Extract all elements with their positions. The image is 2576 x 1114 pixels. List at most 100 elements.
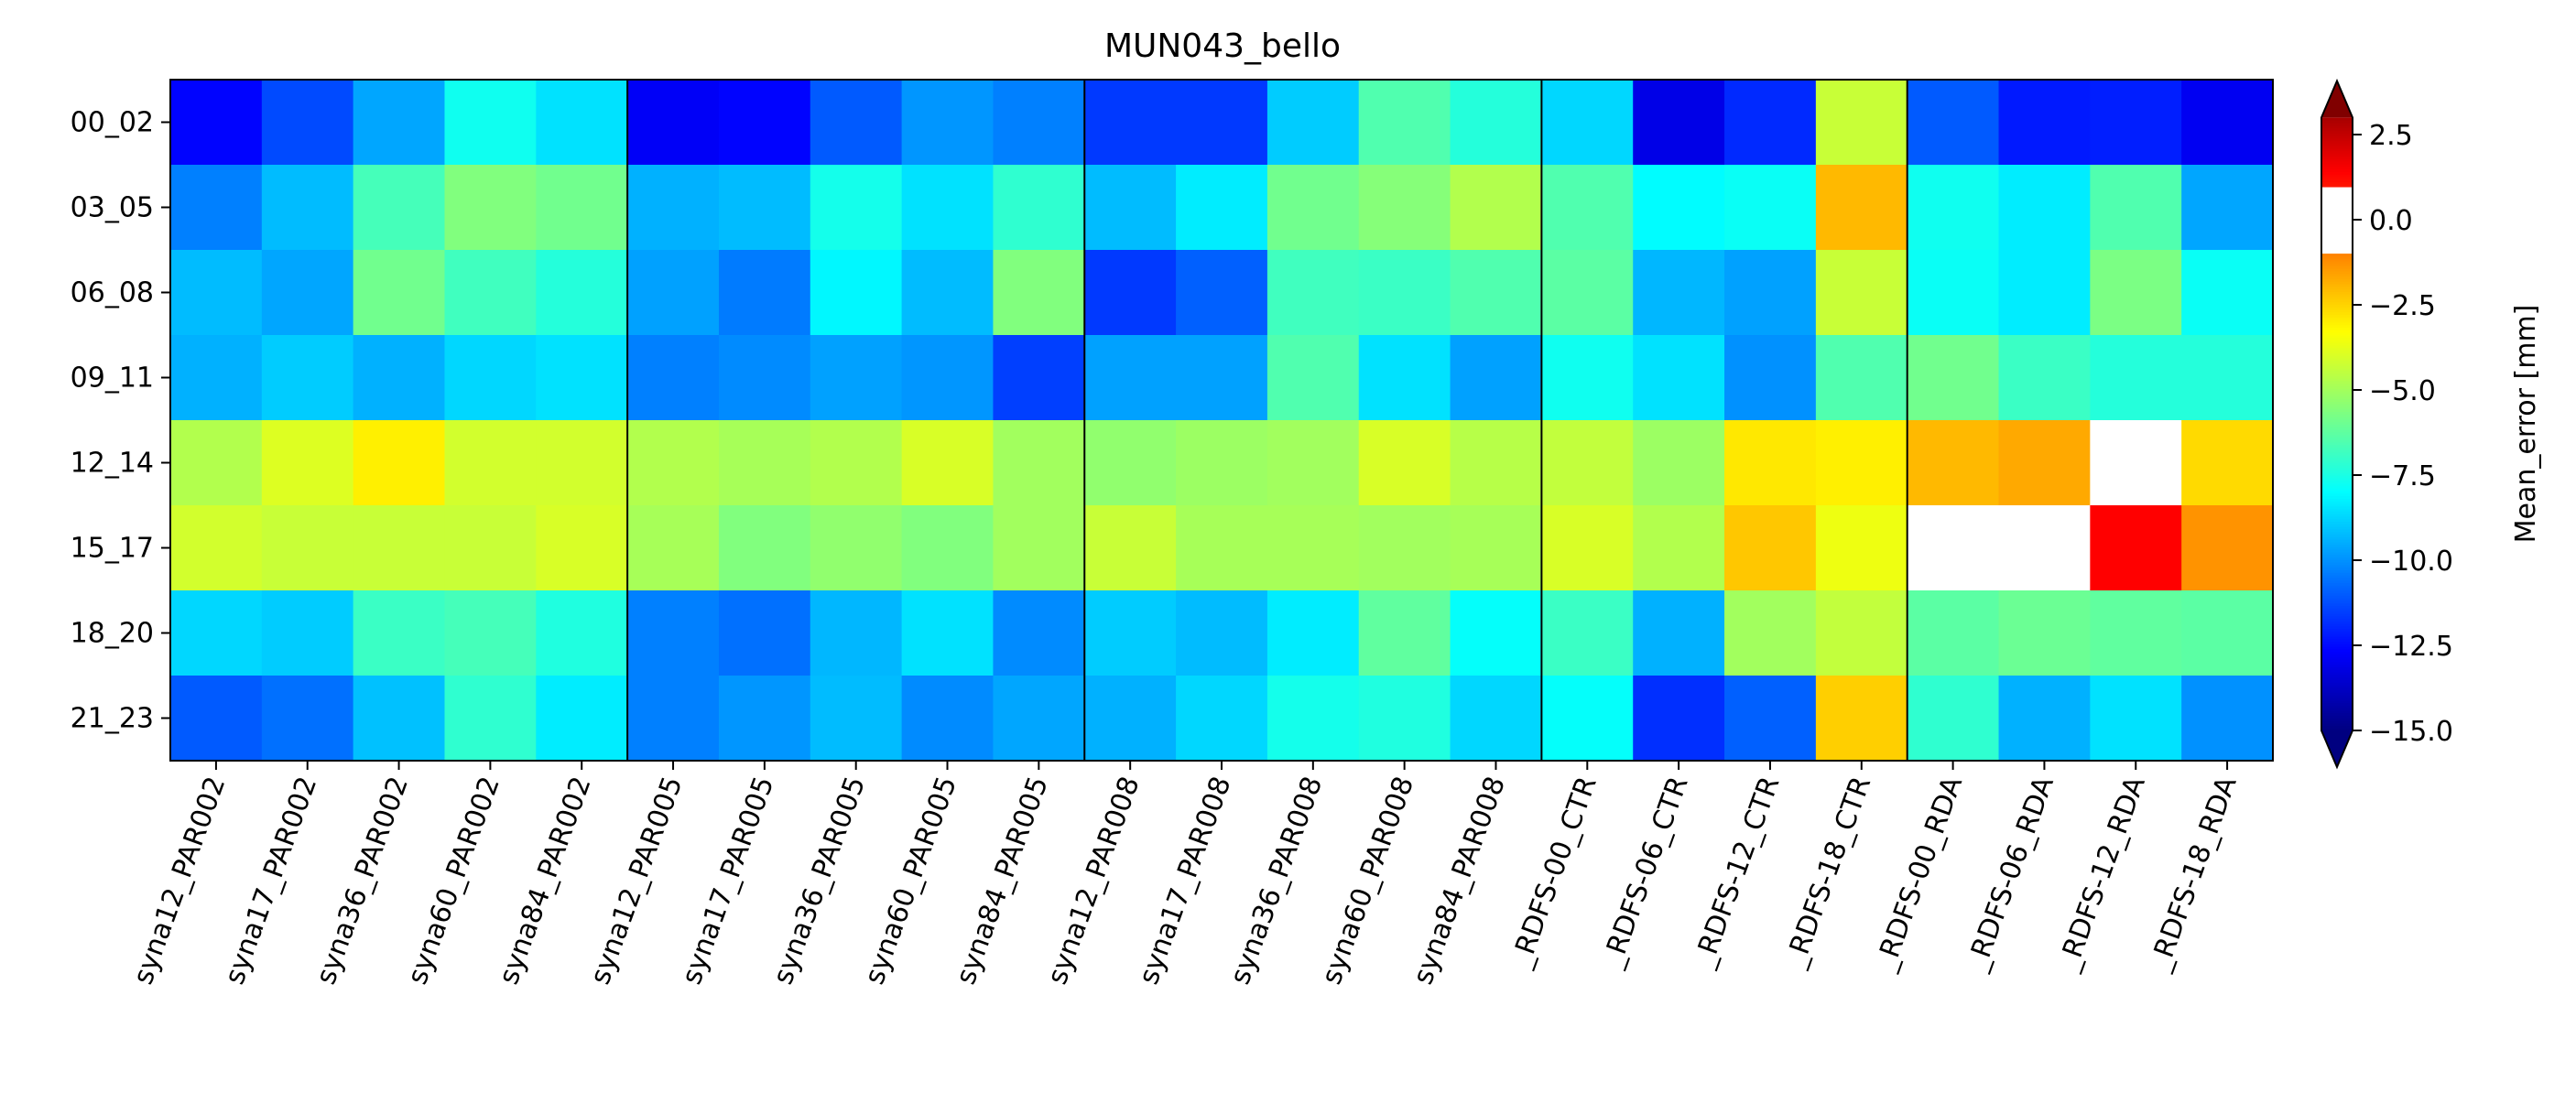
colorbar-segment	[2321, 327, 2353, 330]
heatmap-cell	[353, 250, 446, 336]
colorbar-segment	[2321, 411, 2353, 415]
colorbar-segment	[2321, 298, 2353, 303]
colorbar-segment	[2321, 385, 2353, 389]
colorbar-tick-label: 2.5	[2369, 120, 2413, 152]
x-tick-label: syna60_PAR002	[401, 773, 506, 989]
colorbar-segment	[2321, 505, 2353, 510]
heatmap-cell	[1998, 80, 2091, 166]
heatmap-cell	[1724, 420, 1817, 506]
colorbar-segment	[2321, 260, 2353, 265]
heatmap-cell	[1541, 676, 1634, 762]
heatmap-cell	[170, 505, 263, 591]
colorbar-segment	[2321, 654, 2353, 657]
colorbar-segment	[2321, 431, 2353, 436]
heatmap-cell	[170, 420, 263, 506]
colorbar-segment	[2321, 441, 2353, 446]
heatmap-cell	[353, 420, 446, 506]
colorbar-segment	[2321, 140, 2353, 145]
colorbar-segment	[2321, 513, 2353, 517]
colorbar-segment	[2321, 311, 2353, 316]
colorbar-segment	[2321, 354, 2353, 359]
colorbar-tick-label: −10.0	[2369, 546, 2453, 578]
colorbar-segment	[2321, 595, 2353, 599]
colorbar-segment	[2321, 715, 2353, 719]
heatmap-cell	[993, 165, 1085, 251]
heatmap-cell	[627, 335, 720, 421]
colorbar-segment	[2321, 255, 2353, 259]
x-tick-label: syna84_PAR008	[1407, 773, 1512, 989]
heatmap-cell	[901, 165, 995, 251]
colorbar-segment	[2321, 534, 2353, 537]
colorbar-segment	[2321, 528, 2353, 533]
colorbar-segment	[2321, 194, 2353, 198]
heatmap-cell	[1450, 505, 1542, 591]
colorbar-segment	[2321, 718, 2353, 721]
colorbar-segment	[2321, 648, 2353, 653]
colorbar-segment	[2321, 234, 2353, 239]
colorbar-segment	[2321, 538, 2353, 543]
colorbar-segment	[2321, 196, 2353, 200]
heatmap-cell	[1998, 505, 2091, 591]
heatmap-cell	[2090, 250, 2182, 336]
y-tick-label: 03_05	[71, 192, 154, 224]
heatmap-cell	[1266, 335, 1360, 421]
colorbar-segment	[2321, 176, 2353, 180]
colorbar-label: Mean_error [mm]	[2510, 305, 2542, 544]
heatmap-cell	[901, 420, 995, 506]
colorbar-tick-label: −12.5	[2369, 631, 2453, 663]
heatmap-cell	[353, 676, 446, 762]
heatmap-cell	[1084, 80, 1177, 166]
heatmap-cell	[718, 505, 811, 591]
colorbar-segment	[2321, 503, 2353, 507]
heatmap-cell	[261, 80, 354, 166]
heatmap-cell	[901, 335, 995, 421]
colorbar-tick-label: 0.0	[2369, 205, 2413, 237]
colorbar-segment	[2321, 645, 2353, 650]
x-tick-label: syna17_PAR002	[219, 773, 324, 989]
colorbar-segment	[2321, 186, 2353, 190]
heatmap-cell	[170, 80, 263, 166]
colorbar-segment	[2321, 470, 2353, 474]
colorbar-segment	[2321, 390, 2353, 395]
colorbar-segment	[2321, 707, 2353, 711]
colorbar-segment	[2321, 661, 2353, 665]
colorbar-segment	[2321, 199, 2353, 203]
colorbar-segment	[2321, 462, 2353, 466]
colorbar-segment	[2321, 286, 2353, 290]
colorbar-segment	[2321, 168, 2353, 172]
heatmap-cell	[1176, 80, 1268, 166]
heatmap-cell	[536, 590, 628, 676]
colorbar-segment	[2321, 191, 2353, 195]
colorbar-segment	[2321, 567, 2353, 571]
colorbar-segment	[2321, 293, 2353, 297]
colorbar-segment	[2321, 651, 2353, 655]
heatmap-cell	[1907, 590, 2000, 676]
x-tick-label: _RDFS-00_CTR	[1505, 773, 1603, 973]
heatmap-cell	[1633, 335, 1725, 421]
heatmap-cell	[1633, 676, 1725, 762]
colorbar-segment	[2321, 480, 2353, 484]
colorbar-segment	[2321, 337, 2353, 341]
heatmap-cell	[1541, 590, 1634, 676]
colorbar-segment	[2321, 705, 2353, 708]
heatmap-cell	[1358, 420, 1451, 506]
y-tick-label: 15_17	[71, 533, 154, 565]
colorbar-segment	[2321, 490, 2353, 494]
colorbar-segment	[2321, 377, 2353, 382]
colorbar-segment	[2321, 388, 2353, 392]
heatmap-cell	[1084, 590, 1177, 676]
colorbar-segment	[2321, 511, 2353, 514]
colorbar-segment	[2321, 451, 2353, 456]
colorbar-segment	[2321, 709, 2353, 714]
colorbar-segment	[2321, 278, 2353, 282]
heatmap-cell	[2090, 165, 2182, 251]
heatmap-cell	[1176, 590, 1268, 676]
colorbar-tick-label: −15.0	[2369, 716, 2453, 748]
heatmap-cell	[993, 505, 1085, 591]
colorbar-segment	[2321, 612, 2353, 617]
colorbar-segment	[2321, 697, 2353, 701]
heatmap-cell	[2181, 420, 2274, 506]
heatmap-cell	[1541, 420, 1634, 506]
heatmap-cell	[810, 676, 903, 762]
colorbar-segment	[2321, 189, 2353, 193]
